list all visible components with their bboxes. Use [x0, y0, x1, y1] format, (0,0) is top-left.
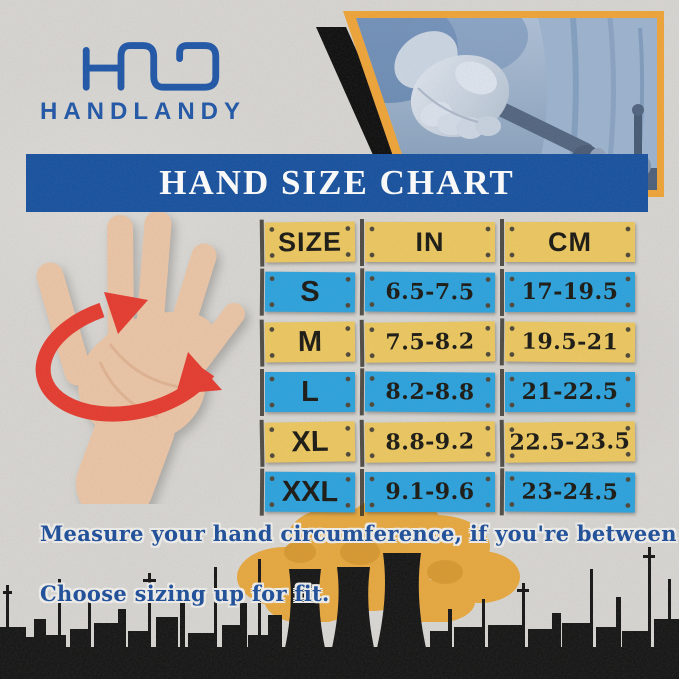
table-cell-size-s: S — [264, 271, 356, 313]
industrial-skyline-silhouette — [0, 547, 679, 679]
column-header-size: SIZE — [264, 221, 356, 263]
column-header-cm: CM — [500, 219, 635, 266]
table-cell-in-m: 7.5-8.2 — [364, 321, 496, 363]
table-cell-cm-m: 19.5-21 — [504, 321, 636, 363]
measure-note-line-1: Measure your hand circumference, if you'… — [40, 521, 679, 546]
table-cell-size-xl: XL — [264, 421, 356, 463]
table-cell-in-s: 6.5-7.5 — [364, 271, 496, 313]
table-cell-cm-s: 17-19.5 — [500, 269, 635, 316]
table-cell-size-l: L — [260, 369, 355, 416]
table-cell-size-xxl: XXL — [264, 471, 356, 513]
brand-logo: HANDLANDY — [40, 34, 262, 126]
table-cell-in-xxl: 9.1-9.6 — [360, 469, 495, 516]
open-hand — [36, 212, 245, 504]
hand-measure-illustration — [35, 212, 245, 504]
column-header-in: IN — [360, 219, 495, 266]
size-table: SIZE IN CM S 6.5-7.5 17-19.5 M 7.5-8.2 1… — [260, 219, 636, 516]
table-cell-size-m: M — [264, 321, 356, 363]
table-cell-cm-xxl: 23-24.5 — [504, 471, 636, 513]
measure-note-line-2: Choose sizing up for fit. — [40, 581, 330, 606]
handlandy-logo-icon — [82, 42, 220, 91]
table-cell-in-xl: 8.8-9.2 — [364, 421, 496, 463]
table-cell-cm-xl: 22.5-23.5 — [504, 421, 636, 463]
brand-name: HANDLANDY — [40, 98, 246, 125]
table-cell-in-l: 8.2-8.8 — [364, 371, 496, 413]
page-title: HAND SIZE CHART — [159, 163, 515, 202]
title-banner: HAND SIZE CHART — [26, 154, 648, 212]
table-cell-cm-l: 21-22.5 — [500, 369, 635, 416]
